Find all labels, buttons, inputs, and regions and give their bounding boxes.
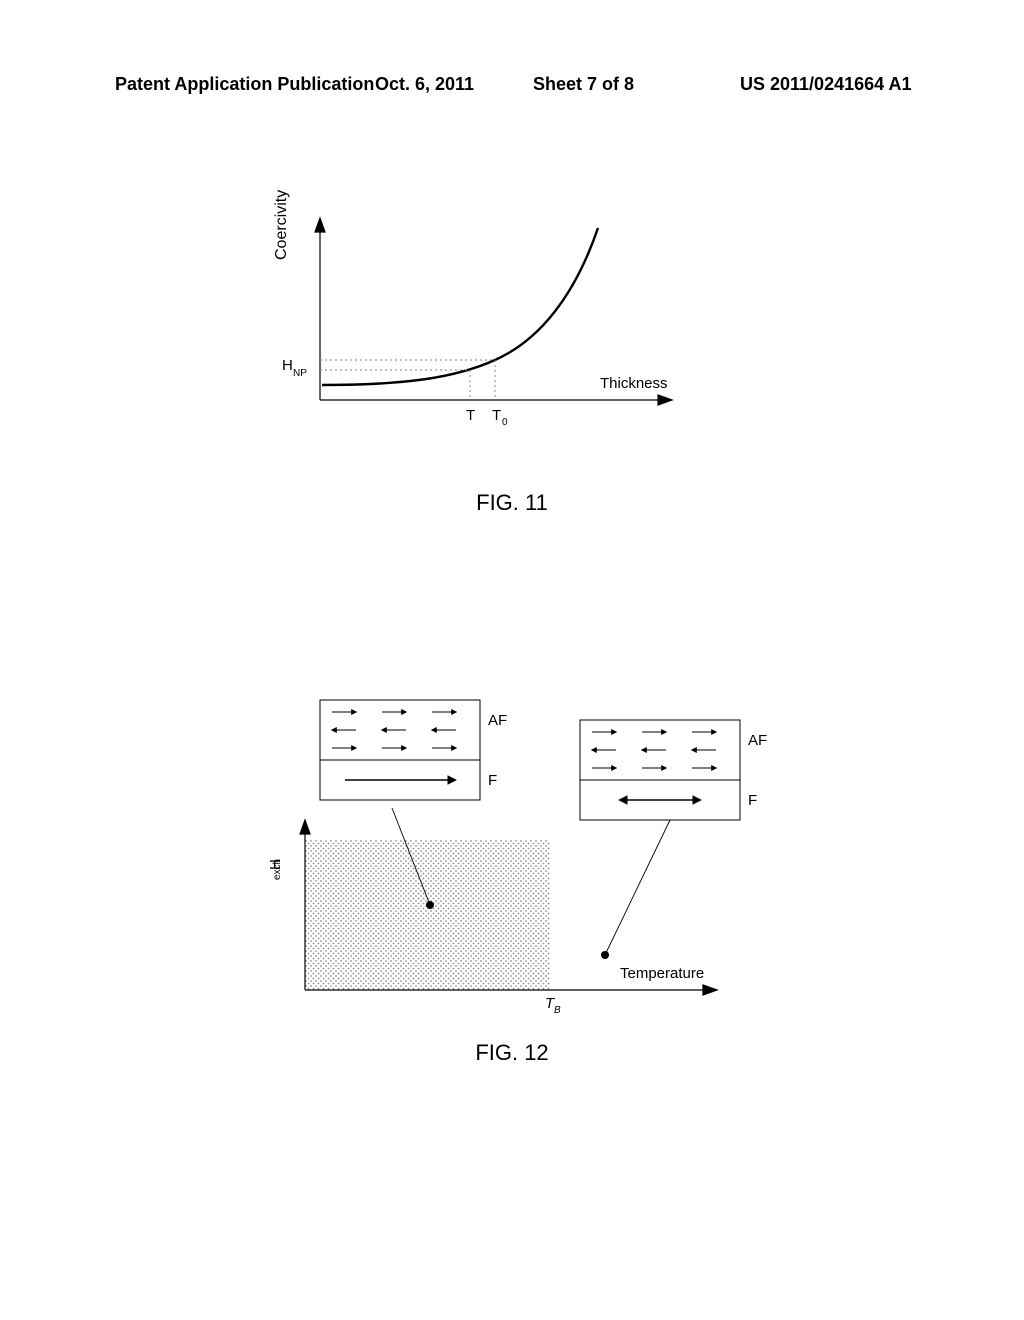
header-sheet: Sheet 7 of 8 (533, 74, 634, 95)
fig12-right-schematic: AF F (580, 720, 767, 820)
fig11-xlabel: Thickness (600, 375, 668, 392)
fig11-t0-label: T (492, 407, 501, 424)
fig12-ylabel-sub: exch (272, 859, 283, 880)
fig11-h-sub: NP (293, 368, 307, 379)
fig11-ylabel: Coercivity (273, 190, 290, 260)
fig12-left-f-label: F (488, 772, 497, 789)
fig11-svg: Coercivity H NP Thickness T T 0 (240, 190, 740, 470)
fig11-caption: FIG. 11 (476, 490, 548, 515)
figure-12: H exch Temperature T B (250, 670, 780, 1030)
fig12-right-f-label: F (748, 792, 757, 809)
fig12-caption-wrap: FIG. 12 (0, 1040, 1024, 1066)
header-pubno: US 2011/0241664 A1 (740, 74, 911, 95)
page-header: Patent Application Publication Oct. 6, 2… (0, 74, 1024, 114)
fig11-caption-wrap: FIG. 11 (0, 490, 1024, 516)
fig12-xlabel: Temperature (620, 965, 704, 982)
fig11-h-label: H (282, 357, 293, 374)
fig12-tb-sub: B (554, 1005, 561, 1016)
fig12-right-af-label: AF (748, 732, 767, 749)
fig12-svg: H exch Temperature T B (250, 670, 780, 1030)
fig11-t0-sub: 0 (502, 417, 508, 428)
fig12-left-schematic: AF F (320, 700, 507, 800)
fig12-left-af-label: AF (488, 712, 507, 729)
header-left: Patent Application Publication (115, 74, 374, 95)
header-date: Oct. 6, 2011 (375, 74, 474, 95)
fig12-caption: FIG. 12 (475, 1040, 548, 1065)
fig11-t-label: T (466, 407, 475, 424)
figure-11: Coercivity H NP Thickness T T 0 (240, 190, 740, 470)
